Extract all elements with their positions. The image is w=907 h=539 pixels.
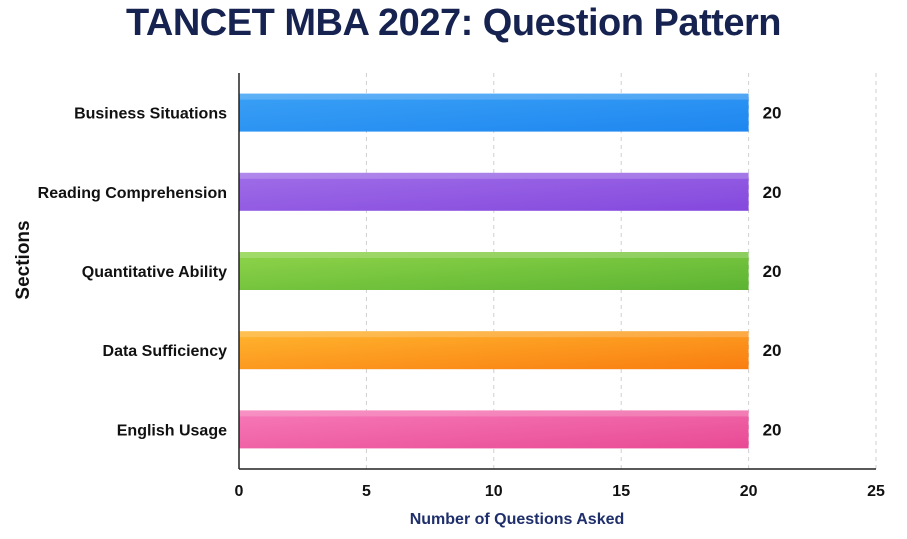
value-label: 20 — [763, 104, 782, 123]
bar-highlight — [239, 252, 749, 258]
category-label: Business Situations — [74, 106, 227, 123]
value-label: 20 — [763, 183, 782, 202]
axes — [238, 73, 876, 470]
x-tick-label: 20 — [740, 483, 758, 500]
bar-highlight — [239, 410, 749, 417]
labels: 0 5 10 15 20 25 Business Situations 20 Reading C… — [38, 104, 885, 500]
bar-highlight — [239, 331, 749, 338]
category-label: Data Sufficiency — [103, 343, 228, 360]
chart-title: TANCET MBA 2027: Question Pattern — [126, 2, 781, 44]
bar — [239, 172, 749, 211]
bar — [239, 410, 749, 449]
bar-highlight — [239, 93, 749, 100]
category-label: Quantitative Ability — [82, 264, 227, 281]
value-label: 20 — [763, 420, 782, 439]
category-label: English Usage — [117, 422, 227, 439]
x-tick-label: 15 — [612, 483, 630, 500]
x-tick-label: 0 — [235, 483, 244, 500]
gridlines — [365, 73, 877, 469]
bar — [239, 331, 749, 370]
x-axis-title: Number of Questions Asked — [410, 511, 625, 528]
y-axis-title: Sections — [13, 220, 34, 299]
bars — [239, 93, 749, 449]
value-label: 20 — [763, 341, 782, 360]
value-label: 20 — [763, 262, 782, 281]
category-label: Reading Comprehension — [38, 185, 227, 202]
x-tick-label: 5 — [362, 483, 371, 500]
bar — [239, 93, 749, 132]
x-tick-label: 25 — [867, 483, 885, 500]
x-tick-label: 10 — [485, 483, 503, 500]
bar-highlight — [239, 172, 749, 179]
bar — [239, 252, 749, 290]
